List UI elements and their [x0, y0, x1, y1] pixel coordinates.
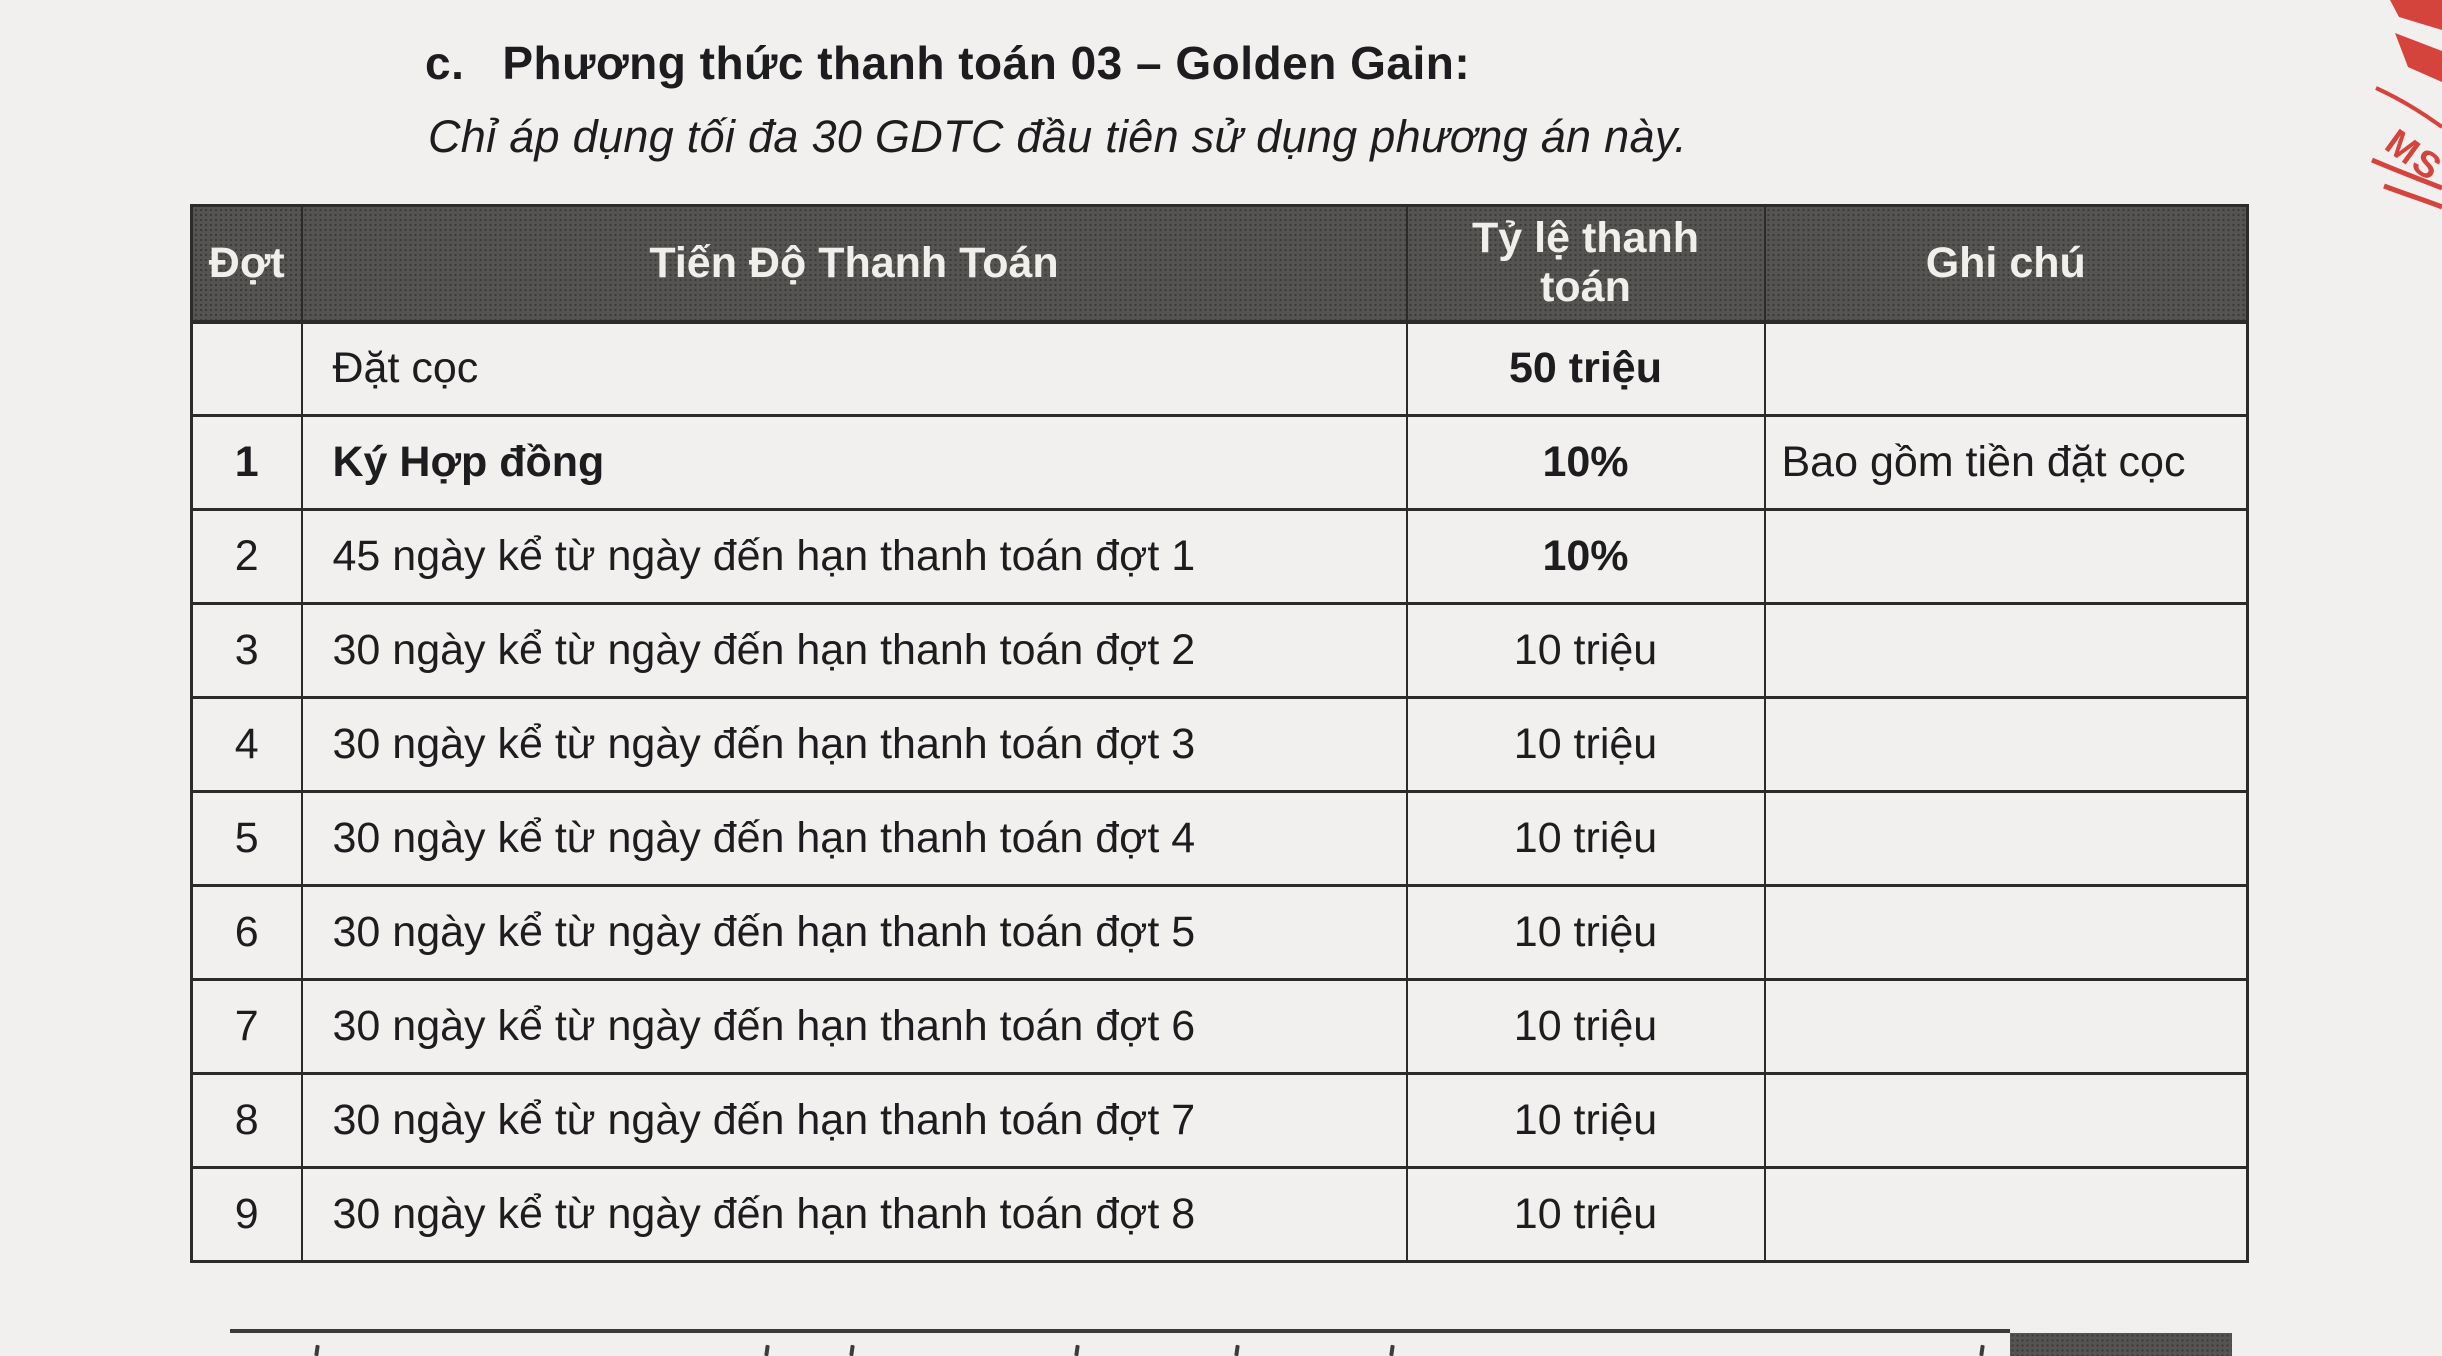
cell-installment-number: 6: [190, 884, 303, 981]
cell-schedule: 30 ngày kể từ ngày đến hạn thanh toán đợ…: [300, 1072, 1408, 1169]
table-row: 5 30 ngày kể từ ngày đến hạn thanh toán …: [190, 790, 2249, 887]
cell-installment-number: 1: [190, 414, 303, 511]
cell-rate: 10 triệu: [1405, 696, 1766, 793]
table-row: 8 30 ngày kể từ ngày đến hạn thanh toán …: [190, 1072, 2249, 1169]
cell-note: Bao gồm tiền đặt cọc: [1763, 414, 2249, 511]
section-marker: c.: [425, 37, 465, 89]
cell-schedule: 30 ngày kể từ ngày đến hạn thanh toán đợ…: [300, 696, 1408, 793]
cell-schedule: 30 ngày kể từ ngày đến hạn thanh toán đợ…: [300, 978, 1408, 1075]
cell-rate: 10%: [1405, 508, 1766, 605]
cell-installment-number: 7: [190, 978, 303, 1075]
cell-rate: 10%: [1405, 414, 1766, 511]
column-header-note: Ghi chú: [1763, 204, 2249, 324]
cell-note: [1763, 1166, 2249, 1263]
cell-installment-number: 5: [190, 790, 303, 887]
cell-schedule: 30 ngày kể từ ngày đến hạn thanh toán đợ…: [300, 884, 1408, 981]
table-header-row: Đợt Tiến Độ Thanh Toán Tỷ lệ thanh toán …: [190, 204, 2249, 324]
table-row: 4 30 ngày kể từ ngày đến hạn thanh toán …: [190, 696, 2249, 793]
next-table-header-fragment: [2010, 1333, 2232, 1356]
stamp-arc-icon: [2383, 183, 2442, 210]
cell-installment-number: [190, 320, 303, 417]
cell-note: [1763, 884, 2249, 981]
table-row: 6 30 ngày kể từ ngày đến hạn thanh toán …: [190, 884, 2249, 981]
table-row: 7 30 ngày kể từ ngày đến hạn thanh toán …: [190, 978, 2249, 1075]
cell-note: [1763, 696, 2249, 793]
stamp-arc-icon: [2371, 157, 2442, 191]
cell-installment-number: 2: [190, 508, 303, 605]
stamp-band-icon: [2390, 0, 2442, 30]
cell-rate: 10 triệu: [1405, 790, 1766, 887]
red-seal-stamp-fragment: MS: [2371, 0, 2442, 210]
cell-note: [1763, 320, 2249, 417]
section-title: Phương thức thanh toán 03 – Golden Gain:: [502, 37, 1471, 89]
column-header-rate: Tỷ lệ thanh toán: [1405, 204, 1766, 324]
cell-installment-number: 9: [190, 1166, 303, 1263]
cell-schedule: 30 ngày kể từ ngày đến hạn thanh toán đợ…: [300, 602, 1408, 699]
cell-installment-number: 3: [190, 602, 303, 699]
cell-installment-number: 8: [190, 1072, 303, 1169]
cell-rate: 10 triệu: [1405, 1072, 1766, 1169]
cell-note: [1763, 508, 2249, 605]
cell-rate: 10 triệu: [1405, 1166, 1766, 1263]
cell-schedule: 45 ngày kể từ ngày đến hạn thanh toán đợ…: [300, 508, 1408, 605]
stamp-band-icon: [2395, 33, 2442, 82]
cell-note: [1763, 602, 2249, 699]
column-header-schedule: Tiến Độ Thanh Toán: [300, 204, 1408, 324]
cell-schedule: Ký Hợp đồng: [300, 414, 1408, 511]
table-row: 1 Ký Hợp đồng 10% Bao gồm tiền đặt cọc: [190, 414, 2249, 511]
table-row: 3 30 ngày kể từ ngày đến hạn thanh toán …: [190, 602, 2249, 699]
table-row: 9 30 ngày kể từ ngày đến hạn thanh toán …: [190, 1166, 2249, 1263]
cell-rate: 10 triệu: [1405, 602, 1766, 699]
cell-rate: 10 triệu: [1405, 978, 1766, 1075]
section-heading: c. Phương thức thanh toán 03 – Golden Ga…: [425, 36, 1470, 91]
stamp-arc-icon: [2375, 86, 2442, 129]
cell-rate: 10 triệu: [1405, 884, 1766, 981]
column-header-installment: Đợt: [190, 204, 303, 324]
cell-rate: 50 triệu: [1405, 320, 1766, 417]
cell-note: [1763, 1072, 2249, 1169]
cell-schedule: Đặt cọc: [300, 320, 1408, 417]
cell-schedule: 30 ngày kể từ ngày đến hạn thanh toán đợ…: [300, 790, 1408, 887]
next-table-top-border: [230, 1329, 2010, 1333]
table-row: Đặt cọc 50 triệu: [190, 320, 2249, 417]
table-row: 2 45 ngày kể từ ngày đến hạn thanh toán …: [190, 508, 2249, 605]
stamp-text: MS: [2378, 121, 2442, 189]
section-subtitle: Chỉ áp dụng tối đa 30 GDTC đầu tiên sử d…: [428, 111, 1688, 162]
cell-installment-number: 4: [190, 696, 303, 793]
cell-note: [1763, 790, 2249, 887]
cell-schedule: 30 ngày kể từ ngày đến hạn thanh toán đợ…: [300, 1166, 1408, 1263]
cell-note: [1763, 978, 2249, 1075]
payment-schedule-table: Đợt Tiến Độ Thanh Toán Tỷ lệ thanh toán …: [190, 204, 2249, 1263]
